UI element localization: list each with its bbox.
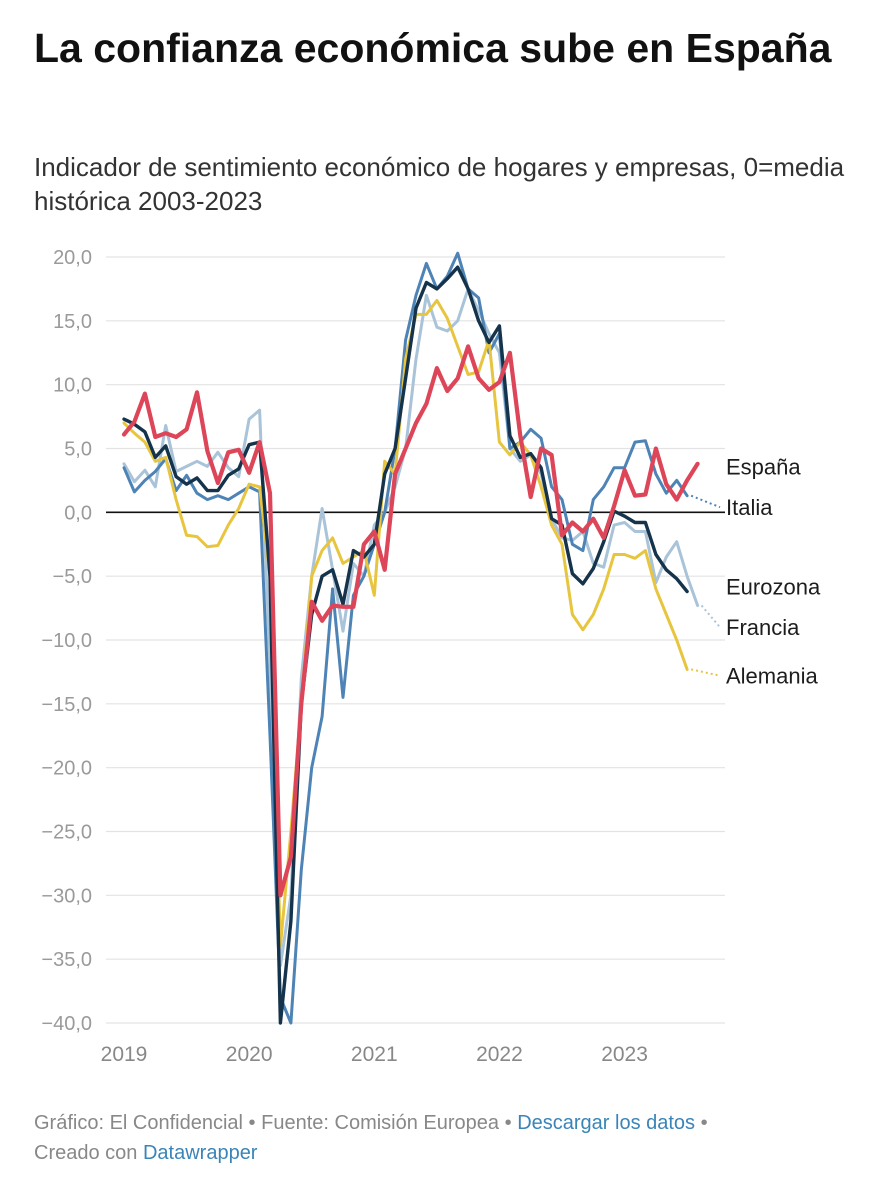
footer-separator: • xyxy=(248,1112,256,1134)
series-line-eurozona xyxy=(122,265,689,1025)
y-tick-label: −25,0 xyxy=(41,822,92,844)
series-label-alemania: Alemania xyxy=(726,664,818,689)
created-with-text: Creado con xyxy=(34,1142,138,1164)
label-layer: España Italia Eurozona Francia Alemania xyxy=(690,454,821,689)
y-tick-label: 20,0 xyxy=(53,247,92,269)
source-text: Fuente: Comisión Europea xyxy=(261,1112,500,1134)
label-connector xyxy=(700,604,721,628)
y-tick-label: −30,0 xyxy=(41,885,92,907)
y-tick-label: −20,0 xyxy=(41,758,92,780)
y-tick-label: 15,0 xyxy=(53,311,92,333)
x-tick-label: 2022 xyxy=(476,1043,523,1066)
label-connector xyxy=(690,494,721,509)
footer-separator: • xyxy=(700,1112,708,1134)
series-label-eurozona: Eurozona xyxy=(726,574,821,599)
grid-layer: 20,0 15,0 10,0 5,0 0,0 −5,0 −10,0 −15,0 −20,0 −25… xyxy=(41,247,725,1066)
series-line-italia xyxy=(122,251,689,1025)
y-tick-label: 5,0 xyxy=(64,439,92,461)
series-line-francia xyxy=(122,287,700,968)
series-label-espana: España xyxy=(726,454,801,479)
datawrapper-link[interactable]: Datawrapper xyxy=(142,1142,258,1164)
y-tick-label: −10,0 xyxy=(41,630,92,652)
y-tick-label: −40,0 xyxy=(41,1013,92,1035)
line-chart: 20,0 15,0 10,0 5,0 0,0 −5,0 −10,0 −15,0 −20,0 −25… xyxy=(41,247,821,1066)
chart-subtitle: Indicador de sentimiento económico de ho… xyxy=(34,152,845,216)
download-data-link[interactable]: Descargar los datos xyxy=(517,1112,696,1134)
series-layer xyxy=(121,251,700,1025)
x-tick-label: 2021 xyxy=(351,1043,398,1066)
chart-credit: Gráfico: El Confidencial xyxy=(34,1112,243,1134)
series-line-espana xyxy=(121,344,700,898)
series-label-italia: Italia xyxy=(726,495,773,520)
y-tick-label: −5,0 xyxy=(53,566,92,588)
label-connector xyxy=(690,668,721,677)
footer-separator: • xyxy=(504,1112,512,1134)
y-tick-label: 10,0 xyxy=(53,375,92,397)
x-tick-label: 2019 xyxy=(101,1043,148,1066)
x-tick-label: 2020 xyxy=(226,1043,273,1066)
y-tick-label: −35,0 xyxy=(41,949,92,971)
y-tick-label: 0,0 xyxy=(64,502,92,524)
series-label-francia: Francia xyxy=(726,615,800,640)
footer: Gráfico: El Confidencial • Fuente: Comis… xyxy=(34,1108,834,1168)
series-line-alemania xyxy=(122,298,689,948)
chart-title: La confianza económica sube en España xyxy=(34,25,832,71)
y-tick-label: −15,0 xyxy=(41,694,92,716)
x-tick-label: 2023 xyxy=(601,1043,648,1066)
